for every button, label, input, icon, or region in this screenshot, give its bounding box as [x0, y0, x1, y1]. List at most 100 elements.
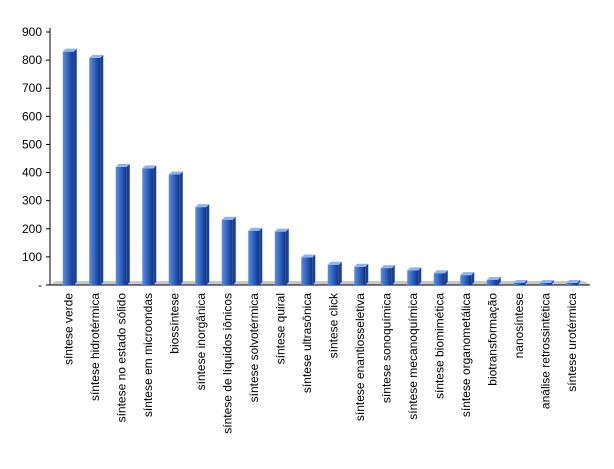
x-tick-label: síntese urotérmica	[565, 293, 579, 392]
bar-side	[285, 228, 289, 285]
bar-top	[142, 165, 157, 169]
x-tick-label: biossíntese	[167, 293, 181, 354]
bar-front	[460, 275, 472, 285]
bar	[115, 163, 130, 285]
bar-side	[73, 48, 77, 285]
y-tick-label: 900	[22, 25, 42, 39]
bar-side	[126, 163, 130, 285]
bar-side	[312, 254, 316, 285]
bar-side	[550, 280, 554, 285]
bar	[407, 267, 422, 285]
bar	[248, 227, 263, 285]
x-tick-label: biotransformação	[485, 293, 499, 386]
bar-front	[248, 230, 260, 285]
x-tick-label: síntese organometálica	[459, 293, 473, 417]
bar-side	[153, 165, 157, 285]
bar	[195, 204, 210, 285]
bar-side	[338, 261, 342, 285]
bar-top	[486, 276, 501, 280]
bar-top	[221, 216, 236, 220]
bar-side	[391, 265, 395, 285]
bar-top	[566, 280, 581, 283]
bar-side	[365, 263, 369, 285]
y-tick-label: -	[38, 278, 42, 292]
bar	[460, 272, 475, 285]
bar-side	[418, 267, 422, 285]
bar-top	[274, 228, 289, 232]
bar	[566, 280, 581, 285]
x-tick-label: síntese click	[326, 292, 340, 358]
bar-top	[301, 254, 316, 258]
bar	[168, 171, 183, 285]
bar-front	[327, 264, 339, 285]
bar-front	[62, 51, 74, 285]
bar-front	[354, 266, 366, 285]
bar-side	[497, 276, 501, 285]
bar-front	[407, 270, 419, 285]
bar-top	[248, 227, 263, 231]
bar	[301, 254, 316, 285]
bar-front	[89, 57, 101, 286]
bar-top	[168, 171, 183, 175]
bar-top	[62, 48, 77, 52]
bar-top	[433, 270, 448, 274]
bar-side	[524, 280, 528, 285]
bar-top	[327, 261, 342, 265]
x-tick-label: síntese solvotérmica	[247, 293, 261, 403]
bar-top	[195, 204, 210, 208]
y-tick-label: 600	[22, 109, 42, 123]
bar	[513, 280, 528, 285]
x-tick-label: síntese biomimética	[432, 293, 446, 399]
bar-front	[513, 283, 525, 285]
bar	[62, 48, 77, 285]
bar-top	[115, 163, 130, 167]
bar-top	[513, 280, 528, 283]
bar	[274, 228, 289, 285]
bar	[486, 276, 501, 285]
x-tick-label: síntese hidrotérmica	[88, 293, 102, 401]
bar	[327, 261, 342, 285]
bar-front	[221, 219, 233, 285]
bar-top	[380, 265, 395, 269]
bar-front	[566, 283, 578, 285]
y-tick-label: 400	[22, 166, 42, 180]
bar-front	[195, 207, 207, 285]
bar-top	[89, 54, 104, 58]
bar	[221, 216, 236, 285]
bar	[354, 263, 369, 285]
x-tick-label: síntese de líquidos iônicos	[220, 293, 234, 434]
bar-top	[407, 267, 422, 271]
x-tick-label: síntese sonoquímica	[379, 293, 393, 403]
bar-front	[380, 268, 392, 285]
bar	[380, 265, 395, 285]
bar	[539, 280, 554, 285]
bar-side	[259, 227, 263, 285]
chart-floor	[50, 281, 590, 285]
x-tick-label: síntese inorgânica	[194, 293, 208, 391]
x-tick-label: síntese ultrasônica	[300, 293, 314, 393]
x-tick-label: síntese mecanoquímica	[406, 293, 420, 420]
bar-front	[486, 279, 498, 285]
bar-side	[179, 171, 183, 285]
bar	[433, 270, 448, 285]
bar-side	[206, 204, 210, 285]
y-tick-label: 500	[22, 137, 42, 151]
bar-front	[115, 166, 127, 285]
x-tick-label: análise retrossintética	[538, 293, 552, 409]
x-tick-label: síntese quiral	[273, 293, 287, 364]
x-tick-label: síntese enantiosseletiva	[353, 293, 367, 421]
y-tick-label: 800	[22, 53, 42, 67]
bar-side	[100, 54, 104, 286]
x-tick-label: síntese no estado sólido	[114, 293, 128, 423]
bar-front	[274, 231, 286, 285]
bar-side	[577, 280, 581, 285]
bar-front	[433, 273, 445, 285]
bar-top	[460, 272, 475, 276]
y-tick-label: 300	[22, 194, 42, 208]
bar-side	[444, 270, 448, 285]
bar-side	[471, 272, 475, 285]
x-tick-label: síntese verde	[61, 293, 75, 365]
bar-top	[539, 280, 554, 283]
